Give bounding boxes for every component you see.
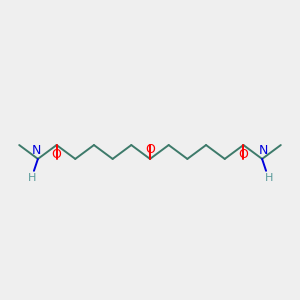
Text: H: H (265, 173, 273, 183)
Text: N: N (32, 144, 42, 157)
Text: O: O (238, 148, 248, 161)
Text: O: O (145, 143, 155, 156)
Text: H: H (28, 173, 36, 183)
Text: O: O (52, 148, 61, 161)
Text: N: N (258, 144, 268, 157)
